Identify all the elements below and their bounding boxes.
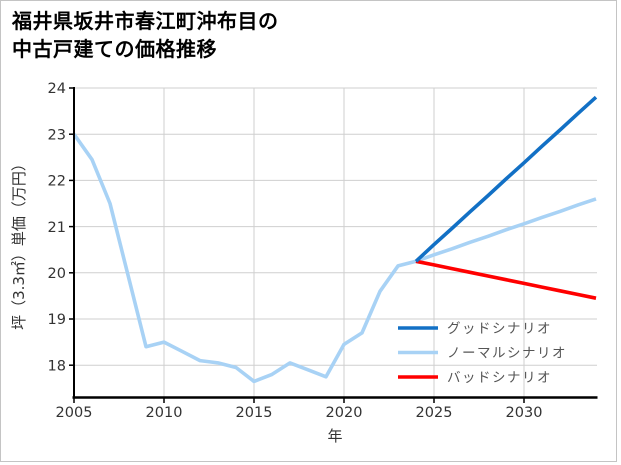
chart-title-line1: 福井県坂井市春江町沖布目の — [12, 9, 279, 33]
x-tick-label: 2025 — [416, 405, 453, 421]
y-axis-title: 坪（3.3㎡）単価（万円） — [10, 156, 28, 330]
y-tick-label: 21 — [48, 220, 66, 236]
y-tick-label: 22 — [48, 174, 66, 190]
y-tick-label: 23 — [48, 127, 66, 143]
y-tick-label: 20 — [48, 266, 66, 282]
x-tick-label: 2005 — [56, 405, 93, 421]
x-tick-label: 2015 — [236, 405, 273, 421]
x-axis-title: 年 — [327, 427, 342, 445]
y-tick-label: 19 — [48, 312, 66, 328]
y-tick-label: 18 — [48, 358, 66, 374]
y-tick-label: 24 — [48, 81, 66, 97]
legend-label-normal: ノーマルシナリオ — [447, 346, 567, 362]
x-tick-label: 2020 — [326, 405, 363, 421]
line-normal-scenario — [72, 133, 597, 384]
line-good-scenario — [414, 95, 598, 263]
chart-title-line2: 中古戸建ての価格推移 — [12, 36, 217, 61]
x-tick-label: 2010 — [146, 405, 183, 421]
legend-label-bad: バッドシナリオ — [447, 370, 552, 386]
x-tick-label: 2030 — [506, 405, 543, 421]
legend-label-good: グッドシナリオ — [447, 321, 552, 337]
line-bad-scenario — [415, 259, 597, 300]
chart-title: 福井県坂井市春江町沖布目の 中古戸建ての価格推移 — [12, 8, 279, 63]
